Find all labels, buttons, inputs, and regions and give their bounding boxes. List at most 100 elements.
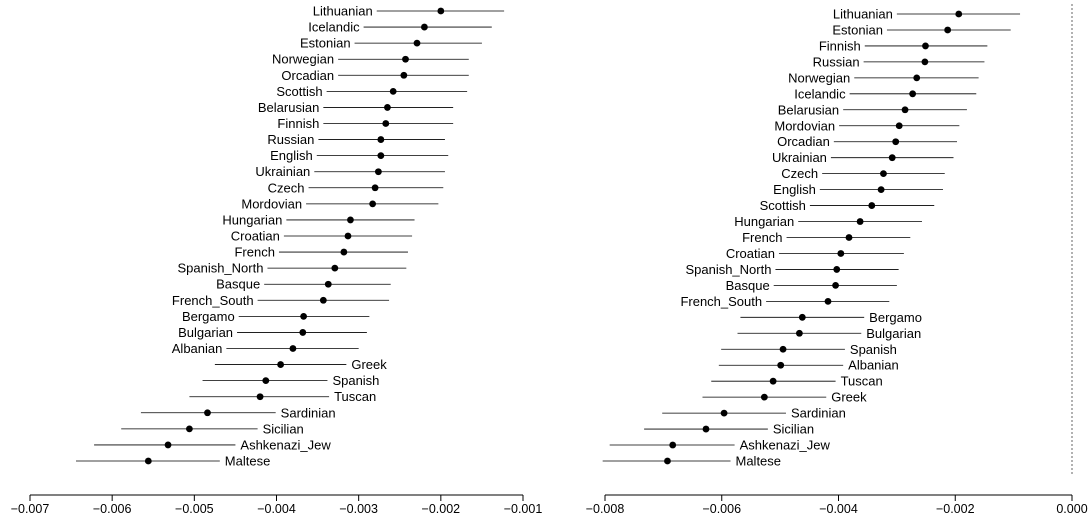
population-label: Greek: [351, 357, 387, 372]
population-label: Hungarian: [734, 214, 794, 229]
forest-row: Russian: [813, 54, 985, 69]
forest-row: English: [773, 182, 943, 197]
forest-row: Belarusian: [778, 102, 967, 117]
population-label: Ukrainian: [255, 164, 310, 179]
forest-row: Ashkenazi_Jew: [609, 438, 831, 453]
forest-row: French: [742, 230, 911, 245]
point-estimate-marker: [868, 202, 876, 209]
point-estimate-marker: [324, 280, 332, 288]
point-estimate-marker: [319, 296, 327, 304]
point-estimate-marker: [837, 250, 845, 257]
point-estimate-marker: [798, 313, 806, 321]
population-label: French: [234, 245, 274, 260]
population-label: Scottish: [276, 84, 322, 99]
forest-row: Orcadian: [281, 68, 469, 83]
forest-row: Greek: [702, 390, 867, 405]
population-label: Spanish: [332, 373, 379, 388]
x-tick-label: −0.002: [422, 502, 461, 516]
x-tick-label: −0.004: [819, 502, 858, 516]
forest-row: Tuscan: [711, 374, 883, 389]
forest-row: Croatian: [726, 246, 904, 261]
point-estimate-marker: [300, 312, 308, 320]
point-estimate-marker: [374, 168, 382, 176]
population-label: Bergamo: [182, 309, 235, 324]
population-label: Sicilian: [773, 422, 814, 437]
forest-row: Hungarian: [222, 212, 415, 227]
population-label: Ashkenazi_Jew: [740, 438, 831, 453]
forest-row: Spanish: [721, 342, 897, 357]
forest-row: Greek: [214, 357, 387, 372]
forest-row: Sicilian: [121, 421, 304, 436]
point-estimate-marker: [186, 425, 193, 433]
population-label: Norwegian: [272, 52, 334, 67]
forest-row: Spanish: [202, 373, 379, 388]
forest-row: Mordovian: [241, 196, 439, 211]
left-forest-plot: −0.007 −0.006 −0.005 −0.004 −0.003 −0.002 −0.0…: [11, 4, 543, 517]
point-estimate-marker: [720, 409, 728, 417]
forest-row: Czech: [268, 180, 444, 195]
point-estimate-marker: [779, 345, 787, 353]
point-estimate-marker: [922, 42, 929, 50]
point-estimate-marker: [377, 152, 385, 160]
forest-row: Russian: [267, 132, 445, 147]
point-estimate-marker: [377, 136, 385, 143]
point-estimate-marker: [777, 361, 785, 369]
point-estimate-marker: [795, 329, 803, 337]
population-label: Icelandic: [794, 86, 846, 101]
population-label: Basque: [216, 277, 260, 292]
forest-row: Maltese: [602, 454, 781, 469]
forest-row: Ukrainian: [772, 150, 954, 165]
point-estimate-marker: [664, 457, 671, 465]
population-label: Bergamo: [869, 310, 922, 325]
forest-row: Spanish_North: [177, 261, 407, 276]
forest-row: Basque: [216, 277, 391, 292]
forest-row: Finnish: [277, 116, 454, 131]
x-tick-label: −0.002: [936, 502, 975, 516]
point-estimate-marker: [856, 218, 864, 225]
point-estimate-marker: [892, 138, 900, 146]
population-label: Belarusian: [258, 100, 319, 115]
forest-row: Estonian: [300, 36, 482, 51]
forest-row: Orcadian: [777, 134, 958, 149]
population-label: Basque: [726, 278, 770, 293]
population-label: Spanish_North: [685, 262, 771, 277]
forest-row: Bulgarian: [178, 325, 367, 340]
forest-row: English: [270, 148, 449, 163]
population-label: Czech: [781, 166, 818, 181]
point-estimate-marker: [344, 232, 352, 240]
point-estimate-marker: [888, 154, 896, 162]
forest-row: Scottish: [276, 84, 468, 99]
population-label: Spanish: [850, 342, 897, 357]
population-label: French: [742, 230, 782, 245]
point-estimate-marker: [369, 200, 377, 208]
population-label: Bulgarian: [866, 326, 921, 341]
population-label: Lithuanian: [833, 7, 893, 22]
forest-row: Lithuanian: [313, 4, 505, 19]
forest-row: Lithuanian: [833, 7, 1021, 22]
forest-row: Mordovian: [774, 118, 960, 133]
x-tick-label: −0.005: [175, 502, 214, 516]
point-estimate-marker: [845, 234, 853, 241]
point-estimate-marker: [262, 377, 270, 385]
x-tick-label: −0.007: [11, 502, 50, 516]
point-estimate-marker: [955, 10, 963, 18]
population-label: Ukrainian: [772, 150, 827, 165]
forest-row: Czech: [781, 166, 945, 181]
population-label: Russian: [267, 132, 314, 147]
forest-row: Sicilian: [644, 422, 814, 437]
forest-row: Hungarian: [734, 214, 922, 229]
population-label: Hungarian: [222, 212, 282, 227]
forest-row: Croatian: [231, 229, 413, 244]
point-estimate-marker: [144, 457, 152, 465]
point-estimate-marker: [880, 170, 887, 178]
point-estimate-marker: [204, 409, 211, 417]
forest-row: Ukrainian: [255, 164, 445, 179]
point-estimate-marker: [164, 441, 172, 449]
population-label: Croatian: [231, 229, 280, 244]
forest-row: Norwegian: [272, 52, 469, 67]
population-label: Mordovian: [241, 196, 302, 211]
point-estimate-marker: [421, 23, 428, 31]
right-forest-plot: −0.008 −0.006 −0.004 −0.002 0.000LithuanianE…: [586, 4, 1088, 516]
population-label: Tuscan: [334, 389, 376, 404]
